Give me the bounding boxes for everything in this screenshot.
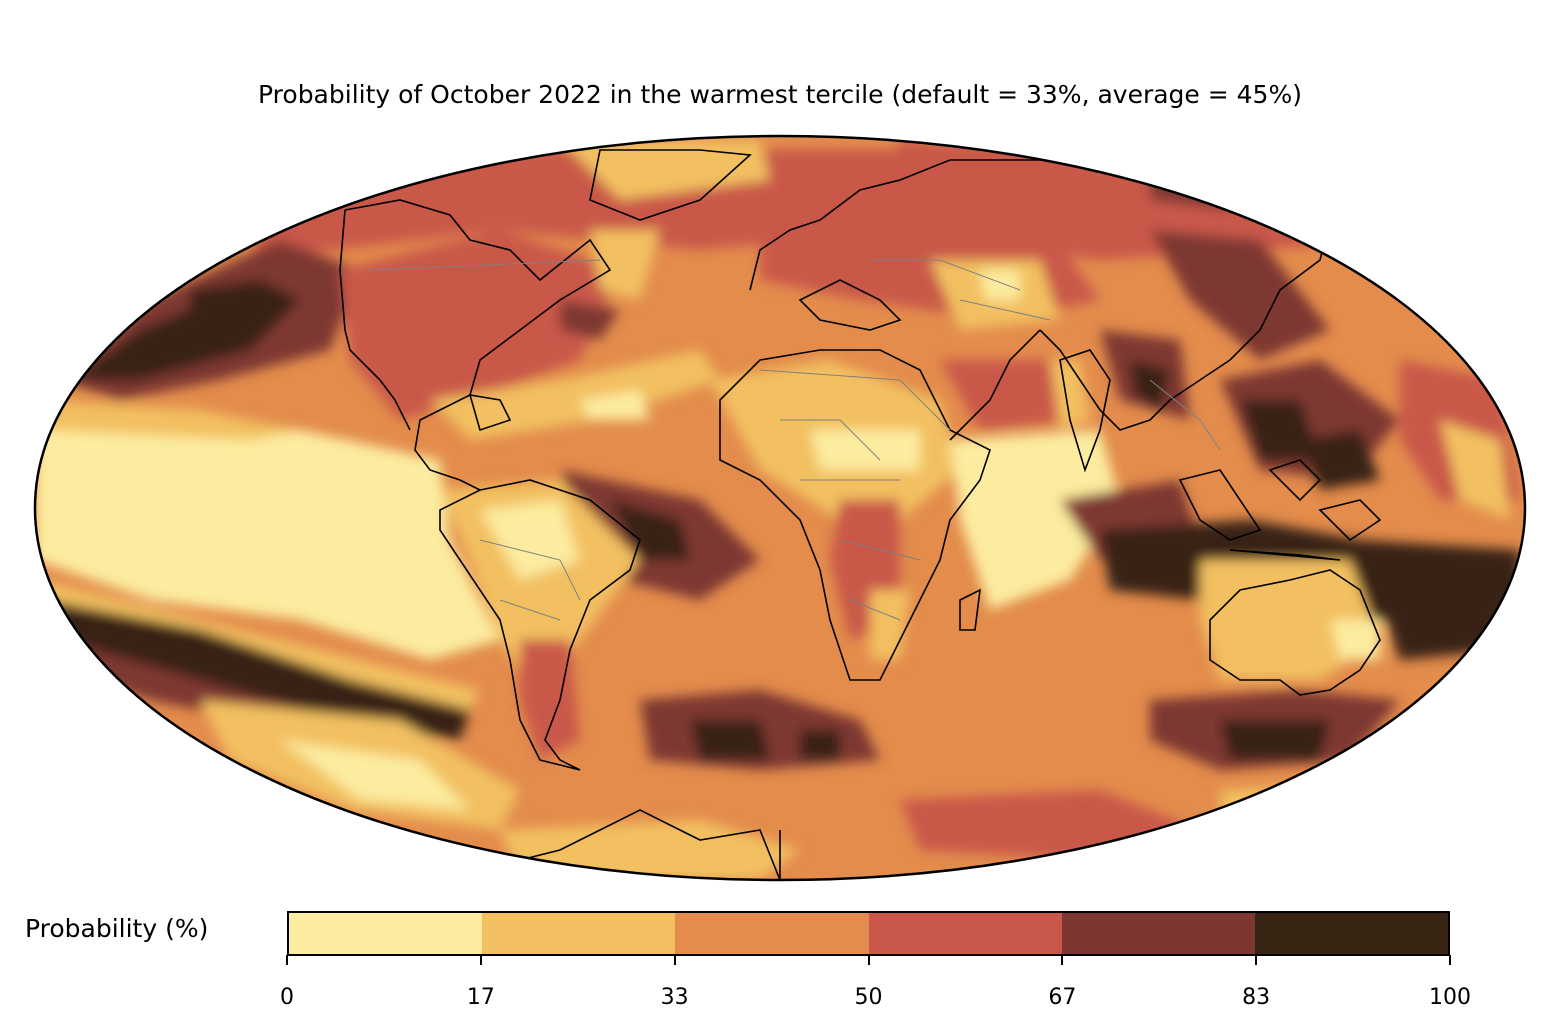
colorbar-segment-2 (675, 913, 869, 954)
colorbar-label: Probability (%) (25, 914, 209, 943)
colorbar-tick-mark (479, 955, 482, 965)
colorbar-tick-mark (1255, 955, 1258, 965)
colorbar-tick-label: 50 (854, 985, 883, 1010)
country-borders (369, 259, 1221, 621)
colorbar-segment-4 (1061, 913, 1255, 954)
colorbar-segment-5 (1254, 913, 1449, 954)
colorbar-tick-label: 67 (1048, 985, 1077, 1010)
colorbar-tick-label: 33 (660, 985, 689, 1010)
colorbar-tick-label: 83 (1242, 985, 1271, 1010)
colorbar-tick-mark (1061, 955, 1064, 965)
colorbar-tick-label: 17 (466, 985, 495, 1010)
coastlines (339, 149, 1382, 880)
colorbar-tick-mark (867, 955, 870, 965)
colorbar-tick-mark (286, 955, 288, 965)
colorbar-tick-mark (1449, 955, 1451, 965)
colorbar (287, 911, 1450, 956)
world-map (33, 134, 1527, 882)
colorbar-tick-label: 0 (280, 985, 294, 1010)
colorbar-tick-label: 100 (1429, 985, 1471, 1010)
probability-field (35, 136, 1525, 880)
colorbar-tick-mark (673, 955, 676, 965)
colorbar-segment-3 (868, 913, 1062, 954)
colorbar-segment-0 (289, 913, 483, 954)
globe-outline (33, 134, 1527, 882)
map-title: Probability of October 2022 in the warme… (258, 80, 1302, 109)
colorbar-ticks: 0 17 33 50 67 83 100 (280, 955, 1471, 1015)
colorbar-segment-1 (482, 913, 676, 954)
